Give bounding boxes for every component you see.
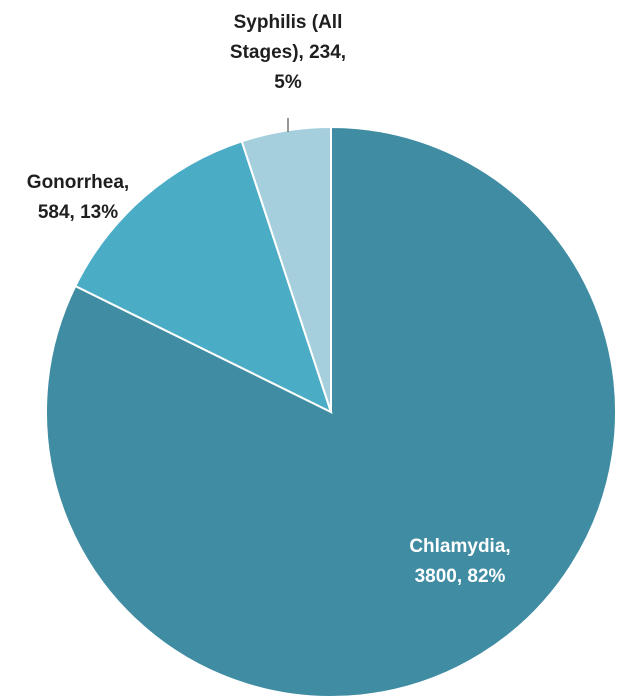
data-label-line: 3800, 82% <box>415 566 506 587</box>
data-label-line: 584, 13% <box>38 202 118 223</box>
data-label-line: 5% <box>274 72 302 93</box>
data-label: Chlamydia, 3800, 82% <box>409 536 510 587</box>
data-label-line: Gonorrhea, <box>27 172 129 193</box>
data-label-line: Syphilis (All <box>234 12 343 33</box>
data-label-line: Stages), 234, <box>230 42 346 63</box>
data-label: Syphilis (All Stages), 234, 5% <box>230 12 346 93</box>
data-label: Gonorrhea, 584, 13% <box>27 172 129 223</box>
pie-slice <box>74 140 333 414</box>
data-label-line: Chlamydia, <box>409 536 510 557</box>
pie-slice <box>240 125 332 413</box>
